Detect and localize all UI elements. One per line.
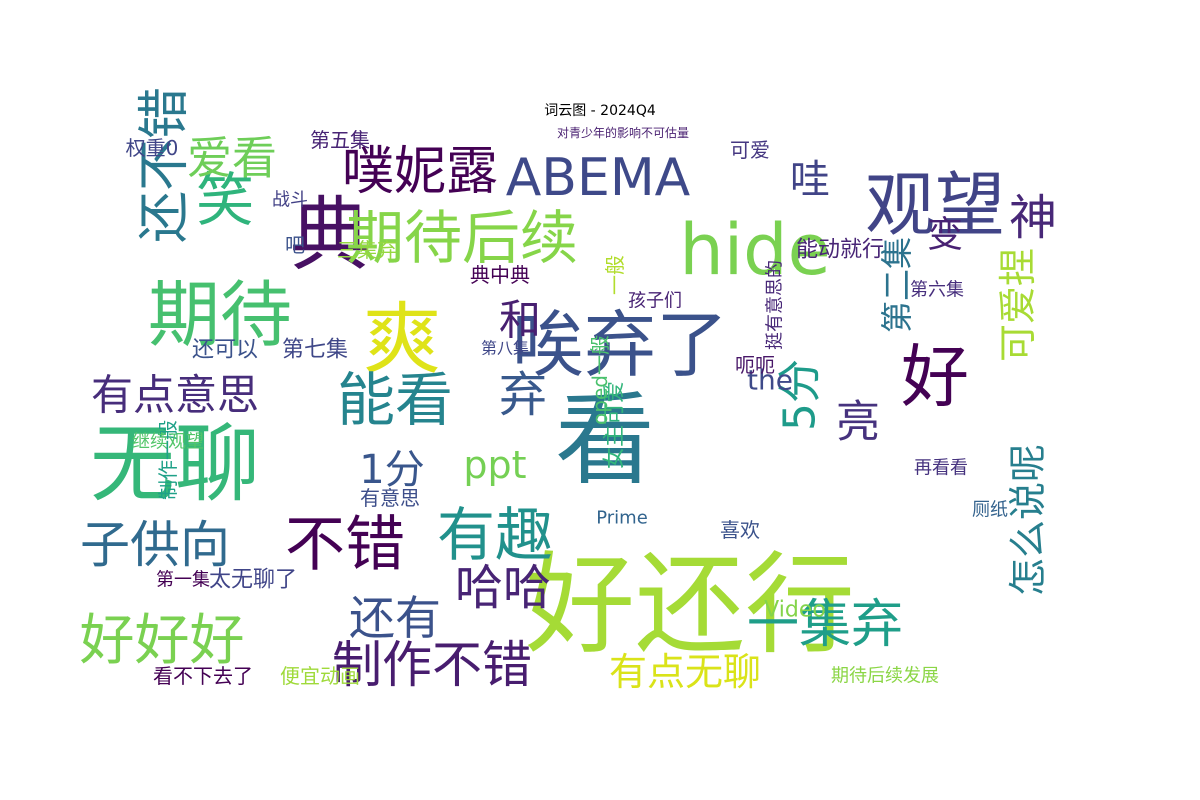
cloud-word: 怎么说呢 [1006,444,1050,596]
cloud-word: 期待 [148,273,292,357]
cloud-word: ppt [463,443,526,487]
cloud-word: 还有 [349,591,441,645]
cloud-word: 三集弃 [337,238,397,262]
cloud-word: 能动就行 [796,238,884,263]
cloud-word: 好好好 [79,608,244,672]
cloud-word: 有意思 [360,486,420,510]
cloud-word: 有点无聊 [609,650,761,694]
figure-title: 词云图 - 2024Q4 [544,103,656,119]
cloud-word: 第六集 [910,280,964,301]
cloud-word: 好还行 [525,541,855,669]
cloud-word: 和 [499,296,541,345]
cloud-word: 唉弃了 [512,303,728,387]
cloud-word: 还不错 [135,87,195,243]
cloud-word: 5分 [775,359,826,431]
cloud-word: 弃 [499,367,547,423]
cloud-word: 1分 [359,447,424,493]
cloud-word: 制作一般 [156,420,180,500]
cloud-word: 能看 [337,366,453,434]
cloud-word: 有点意思 [91,371,259,420]
cloud-word: 亮 [836,397,880,448]
cloud-word: 爽 [363,295,441,385]
cloud-word: 喜欢 [720,518,760,542]
cloud-word: ABEMA [506,148,691,208]
cloud-word: 哈哈 [455,560,551,616]
cloud-word: 女主可爱 [603,381,628,469]
cloud-word: 哇 [790,157,830,203]
cloud-word: 可爱 [730,138,770,162]
cloud-word: 太无聊了 [209,568,297,593]
cloud-word: 厕纸 [972,500,1008,521]
cloud-word: 子供向 [80,516,230,574]
cloud-word: Video [764,598,826,623]
cloud-word: 孩子们 [628,291,682,312]
cloud-word: 权重0 [126,136,179,160]
cloud-word: 便宜动画 [280,664,360,688]
cloud-word: 笑 [196,166,254,234]
cloud-word: 期待后续 [346,204,578,272]
cloud-word: 对青少年的影响不可估量 [557,125,689,140]
cloud-word: 吧 [285,233,305,257]
cloud-word: 继续观望 [132,432,204,453]
cloud-word: 一集弃 [747,595,903,655]
cloud-word: 爱看 [187,132,277,185]
cloud-word: 第五集 [310,128,370,152]
cloud-word: 制作不错 [332,636,532,694]
cloud-word: 好 [901,339,969,418]
cloud-word: 噗妮露 [342,142,498,202]
cloud-word: the [747,364,793,397]
cloud-word: 典中典 [470,263,530,287]
cloud-word: 观望 [865,164,1005,246]
cloud-word: 第八集 [481,339,529,358]
cloud-word: 看不下去了 [153,664,253,688]
cloud-word: 可爱捏 [996,248,1040,362]
cloud-word: 不错 [285,510,405,580]
cloud-word: hide [679,209,830,291]
cloud-word: 第一集 [156,570,210,591]
cloud-word: 一般 [603,255,627,295]
cloud-word: 有趣 [437,501,553,569]
cloud-word: 第七集 [282,338,348,363]
cloud-word: 看 [555,382,655,499]
cloud-word: 还可以 [192,338,258,363]
cloud-word: 期待后续发展 [831,666,939,687]
cloud-word: 挺有意思的 [765,260,786,350]
cloud-word: 无聊 [90,416,260,515]
cloud-word: 神 [1009,190,1057,246]
cloud-word: 第二集 [878,237,916,333]
cloud-word: 呃呃 [735,353,775,377]
cloud-word: 典 [290,189,370,282]
cloud-word: oped一般 [588,335,612,425]
cloud-word: 变 [927,215,963,256]
cloud-word: Prime [596,508,648,529]
cloud-word: 战斗 [272,190,308,211]
cloud-word: 再看看 [914,458,968,479]
